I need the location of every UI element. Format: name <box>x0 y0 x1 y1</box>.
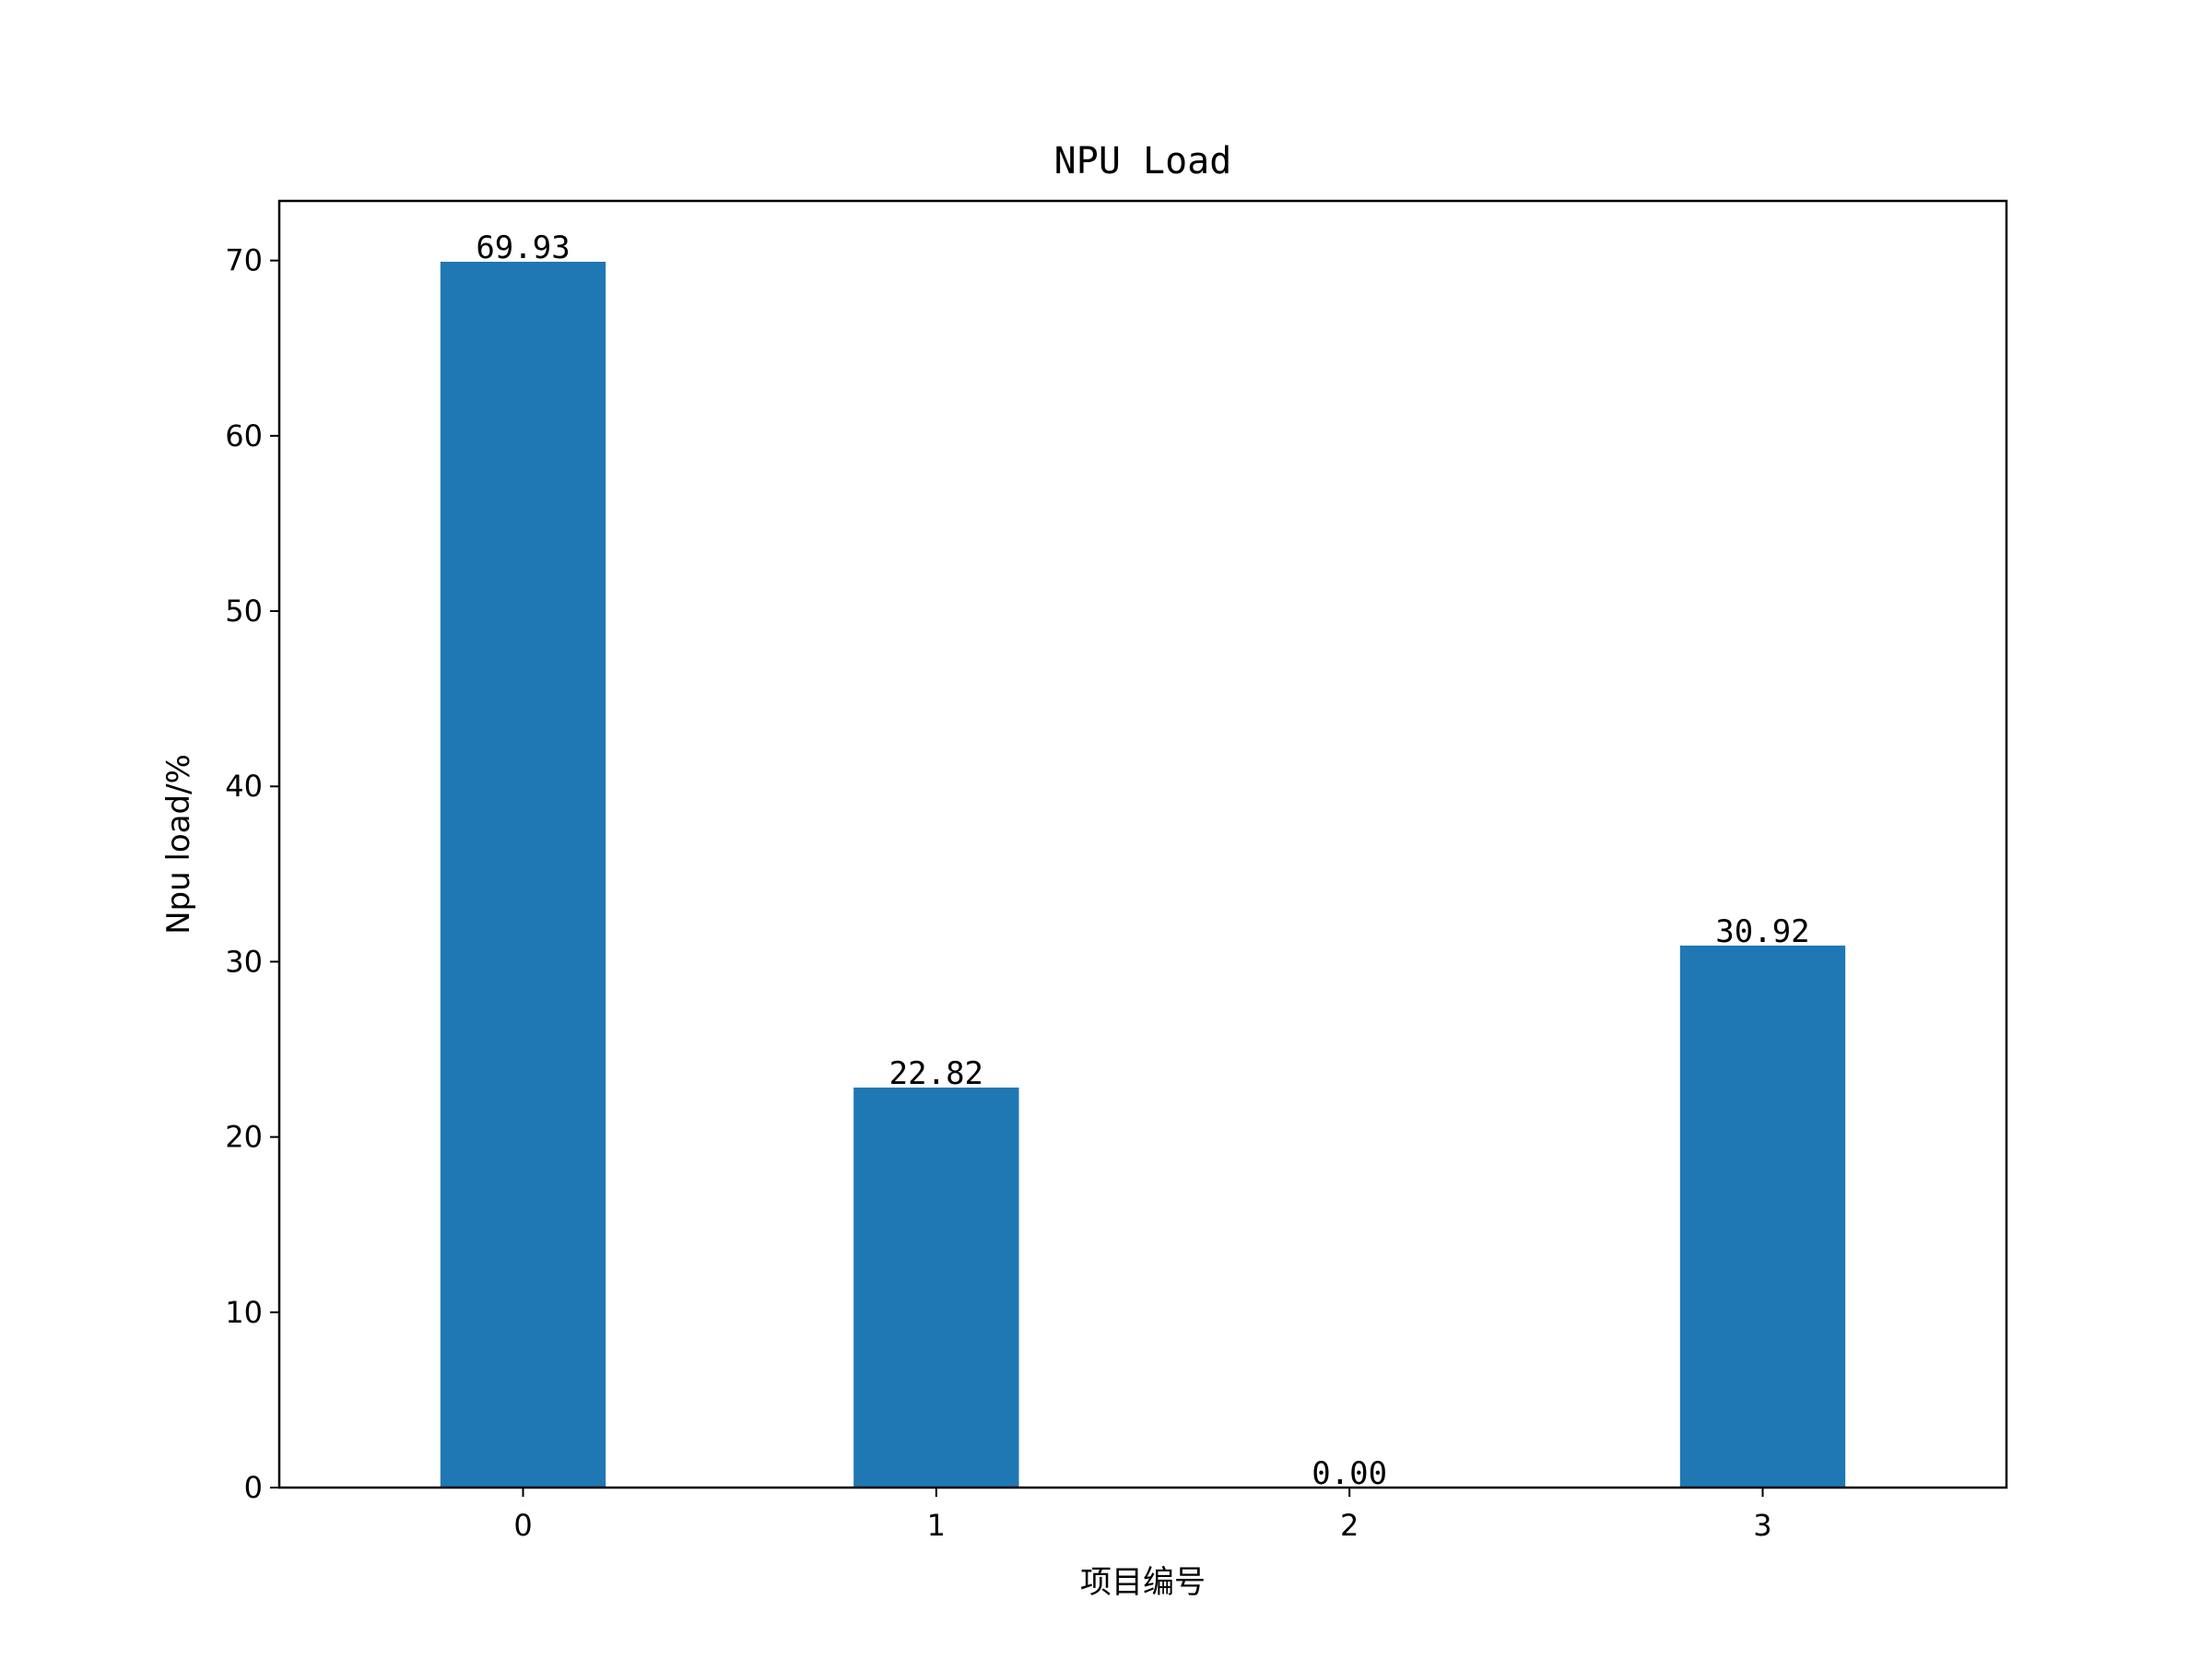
bar-1 <box>853 1087 1019 1488</box>
x-tick-label-3: 3 <box>1753 1508 1771 1543</box>
x-axis-label: 项目编号 <box>1080 1564 1206 1601</box>
bars-layer <box>440 261 1846 1488</box>
y-tick-label-40: 40 <box>225 769 263 804</box>
bar-value-label-2: 0.00 <box>1312 1455 1387 1492</box>
y-axis-label: Npu load/% <box>160 754 197 935</box>
bar-value-label-3: 30.92 <box>1715 913 1809 950</box>
y-axis: 0 10 20 30 40 50 60 70 <box>225 243 279 1505</box>
x-tick-label-2: 2 <box>1340 1508 1359 1543</box>
y-tick-label-20: 20 <box>225 1120 263 1155</box>
x-tick-label-0: 0 <box>513 1508 532 1543</box>
chart-title: NPU Load <box>1054 140 1232 182</box>
bar-value-label-1: 22.82 <box>889 1055 983 1092</box>
y-tick-label-10: 10 <box>225 1295 263 1330</box>
bar-value-labels: 69.93 22.82 0.00 30.92 <box>476 229 1809 1492</box>
bar-0 <box>440 261 606 1488</box>
plot-frame <box>277 199 2008 1489</box>
bar-value-label-0: 69.93 <box>476 229 570 266</box>
y-tick-label-60: 60 <box>225 418 263 453</box>
x-tick-label-1: 1 <box>927 1508 946 1543</box>
x-axis: 0 1 2 3 <box>513 1488 1772 1543</box>
bar-3 <box>1679 945 1846 1488</box>
y-tick-label-50: 50 <box>225 594 263 629</box>
y-tick-label-30: 30 <box>225 944 263 979</box>
y-tick-label-0: 0 <box>244 1470 263 1505</box>
y-tick-label-70: 70 <box>225 243 263 278</box>
